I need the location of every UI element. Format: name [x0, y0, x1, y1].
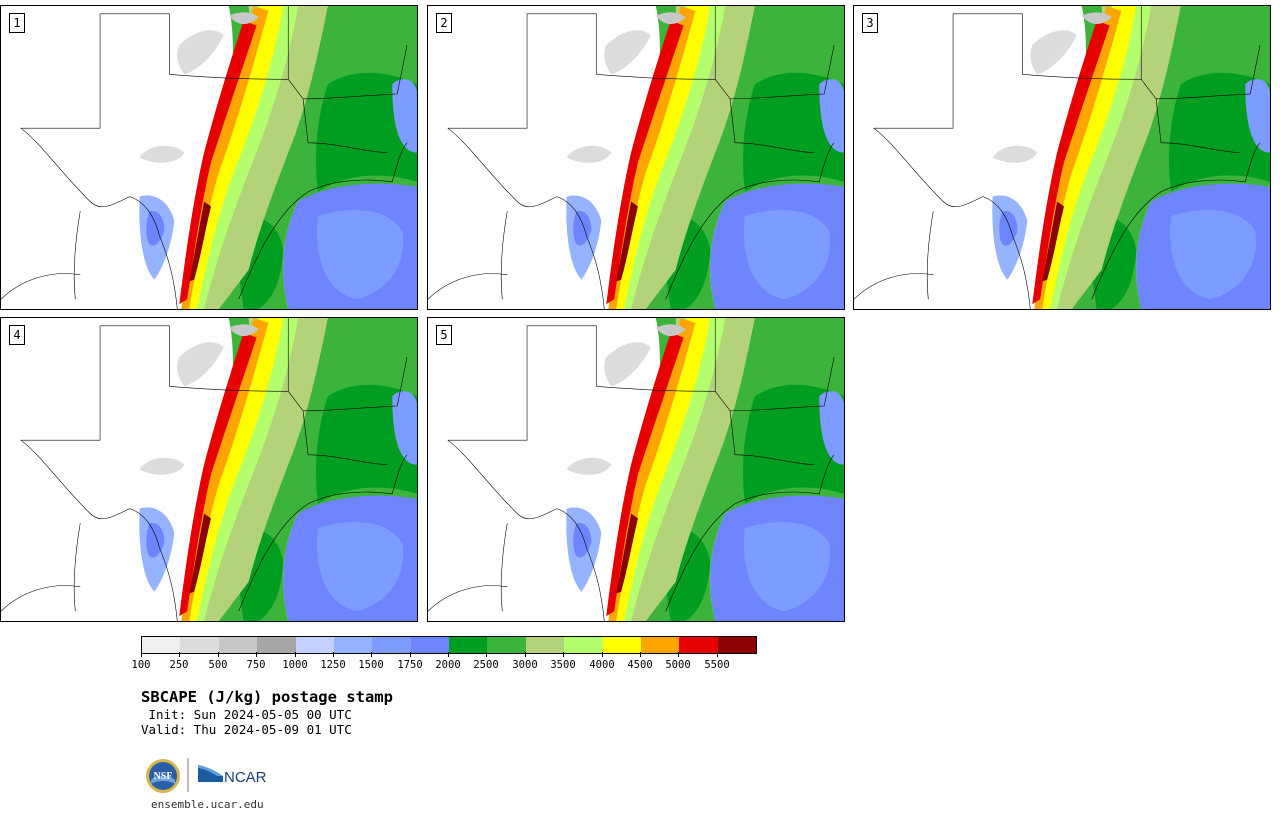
map-panel-4: 4 — [0, 317, 418, 622]
map-panel-3: 3 — [853, 5, 1271, 310]
colorbar-tick-label-4000: 4000 — [589, 659, 615, 671]
colorbar-segment-11 — [525, 637, 565, 653]
map-panel-5: 5 — [427, 317, 845, 622]
colorbar-tick-label-5000: 5000 — [665, 659, 691, 671]
logos: NSF NCAR — [143, 756, 278, 796]
colorbar-tick-label-1500: 1500 — [358, 659, 384, 671]
colorbar-segment-13 — [602, 637, 641, 653]
ncar-logo-icon: NCAR — [198, 765, 267, 786]
panel-label-1: 1 — [9, 13, 25, 33]
panel-label-3: 3 — [862, 13, 878, 33]
colorbar-tick-label-2500: 2500 — [473, 659, 499, 671]
colorbar-tick-2500 — [486, 652, 487, 657]
colorbar-segment-5 — [295, 637, 334, 653]
sbcape-map-3 — [854, 6, 1270, 309]
colorbar-segment-6 — [333, 637, 373, 653]
colorbar-segment-10 — [487, 637, 526, 653]
sbcape-map-4 — [1, 318, 417, 621]
nsf-logo-icon: NSF — [146, 759, 180, 793]
ncar-logo-text: NCAR — [224, 769, 267, 786]
colorbar-tick-label-3000: 3000 — [512, 659, 538, 671]
panel-label-2: 2 — [436, 13, 452, 33]
colorbar-tick-label-250: 250 — [169, 659, 189, 671]
colorbar-tick-4000 — [602, 652, 603, 657]
sbcape-map-1 — [1, 6, 417, 309]
colorbar-segment-14 — [640, 637, 680, 653]
colorbar-tick-label-1750: 1750 — [397, 659, 423, 671]
panel-label-4: 4 — [9, 325, 25, 345]
colorbar-tick-5000 — [678, 652, 679, 657]
colorbar-tick-label-3500: 3500 — [550, 659, 576, 671]
colorbar-ticks: 100 250 500 750 1000 1250 1500 1750 2000 2500 3000… — [132, 652, 757, 672]
website-url: ensemble.ucar.edu — [151, 798, 264, 811]
colorbar-segment-3 — [218, 637, 258, 653]
colorbar-tick-1750 — [410, 652, 411, 657]
colorbar-segment-12 — [564, 637, 603, 653]
colorbar-tick-3500 — [563, 652, 564, 657]
nsf-logo-text: NSF — [154, 771, 173, 782]
colorbar-tick-label-1000: 1000 — [282, 659, 308, 671]
colorbar-segment-2 — [180, 637, 219, 653]
colorbar-tick-100 — [141, 652, 142, 657]
colorbar-tick-1500 — [371, 652, 372, 657]
colorbar-tick-2000 — [448, 652, 449, 657]
colorbar-segment-7 — [372, 637, 411, 653]
colorbar-segment-4 — [257, 637, 296, 653]
colorbar-tick-250 — [179, 652, 180, 657]
sbcape-map-5 — [428, 318, 844, 621]
panel-label-5: 5 — [436, 325, 452, 345]
product-title: SBCAPE (J/kg) postage stamp — [141, 688, 393, 706]
colorbar-tick-3000 — [525, 652, 526, 657]
colorbar-tick-750 — [256, 652, 257, 657]
valid-time: Valid: Thu 2024-05-09 01 UTC — [141, 722, 352, 737]
colorbar-segment-8 — [410, 637, 449, 653]
colorbar-tick-label-4500: 4500 — [627, 659, 653, 671]
colorbar-tick-label-100: 100 — [131, 659, 151, 671]
colorbar-segment-1 — [142, 637, 181, 653]
map-panel-2: 2 — [427, 5, 845, 310]
colorbar — [141, 636, 757, 654]
colorbar-tick-500 — [218, 652, 219, 657]
colorbar-tick-label-2000: 2000 — [435, 659, 461, 671]
map-panel-1: 1 — [0, 5, 418, 310]
colorbar-tick-1000 — [295, 652, 296, 657]
init-time: Init: Sun 2024-05-05 00 UTC — [141, 707, 352, 722]
colorbar-segment-15 — [679, 637, 718, 653]
colorbar-tick-label-750: 750 — [246, 659, 266, 671]
colorbar-tick-1250 — [333, 652, 334, 657]
colorbar-tick-4500 — [640, 652, 641, 657]
colorbar-tick-label-1250: 1250 — [320, 659, 346, 671]
colorbar-tick-5500 — [717, 652, 718, 657]
colorbar-tick-label-5500: 5500 — [704, 659, 730, 671]
colorbar-segment-9 — [449, 637, 488, 653]
sbcape-map-2 — [428, 6, 844, 309]
colorbar-segment-16 — [717, 637, 756, 653]
colorbar-tick-label-500: 500 — [208, 659, 228, 671]
